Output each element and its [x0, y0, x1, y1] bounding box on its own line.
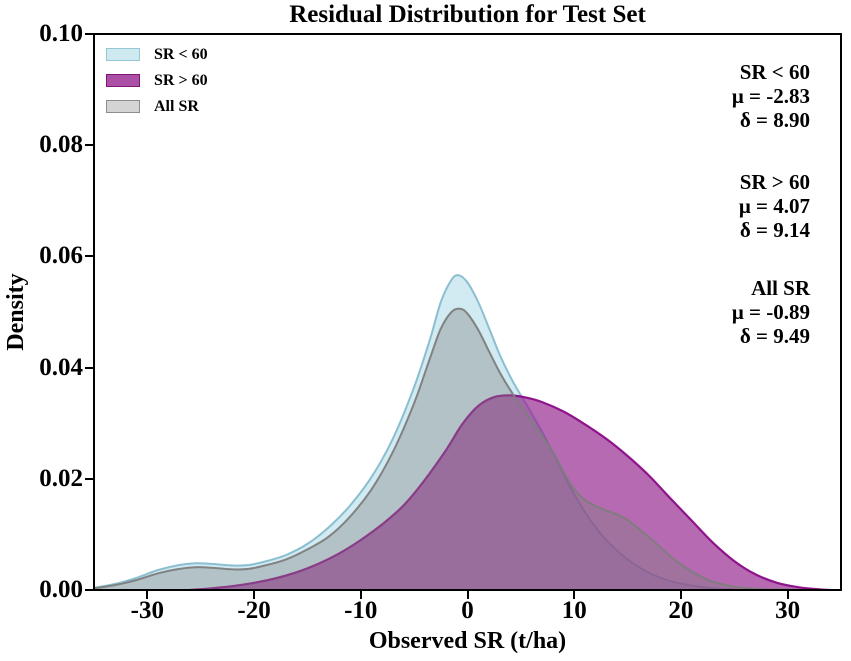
legend-item-all-sr: All SR	[106, 98, 208, 115]
x-axis-label: Observed SR (t/ha)	[368, 628, 567, 654]
y-tick-mark	[85, 255, 93, 258]
kde-line-all-sr	[93, 307, 800, 591]
y-tick-label: 0.06	[39, 242, 83, 270]
stats-delta: δ = 8.90	[739, 108, 810, 132]
x-tick-mark	[253, 591, 256, 599]
x-tick-mark	[359, 591, 362, 599]
stats-group-name: SR > 60	[739, 170, 810, 194]
y-tick-mark	[85, 144, 93, 147]
legend-swatch-all-sr	[106, 100, 140, 113]
stats-mu: μ = -0.89	[731, 300, 810, 324]
stats-block-sr-60: SR < 60 μ = -2.83 δ = 8.90	[732, 60, 810, 132]
chart-title: Residual Distribution for Test Set	[289, 1, 646, 28]
legend-label-sr-60: SR < 60	[154, 46, 208, 63]
x-tick-label: -30	[130, 597, 164, 624]
legend: SR < 60 SR > 60 All SR	[106, 46, 208, 115]
y-tick-label: 0.10	[39, 20, 83, 47]
legend-swatch-sr-60	[106, 74, 140, 87]
x-tick-mark	[573, 591, 576, 599]
y-tick-mark	[85, 589, 93, 591]
x-tick-label: 30	[775, 597, 801, 624]
y-tick-label: 0.02	[39, 464, 83, 492]
stats-block-all-sr: All SR μ = -0.89 δ = 9.49	[732, 276, 810, 348]
legend-swatch-sr-60	[106, 48, 140, 61]
legend-label-sr-60: SR > 60	[154, 72, 208, 89]
x-tick-mark	[466, 591, 469, 599]
kde-line-sr-60	[188, 394, 832, 591]
legend-label-all-sr: All SR	[154, 98, 199, 115]
kde-chart-canvas	[93, 33, 842, 591]
stats-mu: μ = 4.07	[738, 194, 810, 218]
y-axis-label: Density	[3, 273, 29, 351]
stats-delta: δ = 9.49	[739, 324, 810, 348]
stats-group-name: All SR	[751, 276, 810, 300]
y-tick-label: 0.08	[39, 131, 83, 159]
x-tick-mark	[146, 591, 149, 599]
x-tick-mark	[679, 591, 682, 599]
x-tick-label: 0	[461, 597, 474, 624]
y-tick-mark	[85, 477, 93, 480]
stats-block-sr-60: SR > 60 μ = 4.07 δ = 9.14	[739, 170, 810, 242]
stats-mu: μ = -2.83	[731, 84, 810, 108]
y-tick-label: 0.00	[39, 576, 83, 603]
kde-fill-sr-60	[190, 395, 831, 590]
x-tick-label: 10	[561, 597, 587, 624]
legend-item-sr-60: SR < 60	[106, 46, 208, 63]
stats-delta: δ = 9.14	[739, 218, 810, 242]
stats-group-name: SR < 60	[739, 60, 810, 84]
y-tick-mark	[85, 33, 93, 35]
x-tick-label: -20	[237, 597, 271, 624]
legend-item-sr-60: SR > 60	[106, 72, 208, 89]
x-tick-label: 20	[668, 597, 694, 624]
plot-spines	[93, 33, 842, 591]
y-tick-label: 0.04	[39, 353, 83, 381]
y-tick-mark	[85, 366, 93, 369]
x-tick-label: -10	[344, 597, 378, 624]
plot-area: SR < 60 SR > 60 All SR SR < 60 μ = -2.83 δ =…	[93, 33, 842, 591]
x-tick-mark	[786, 591, 789, 599]
kde-fill-all-sr	[94, 308, 799, 590]
